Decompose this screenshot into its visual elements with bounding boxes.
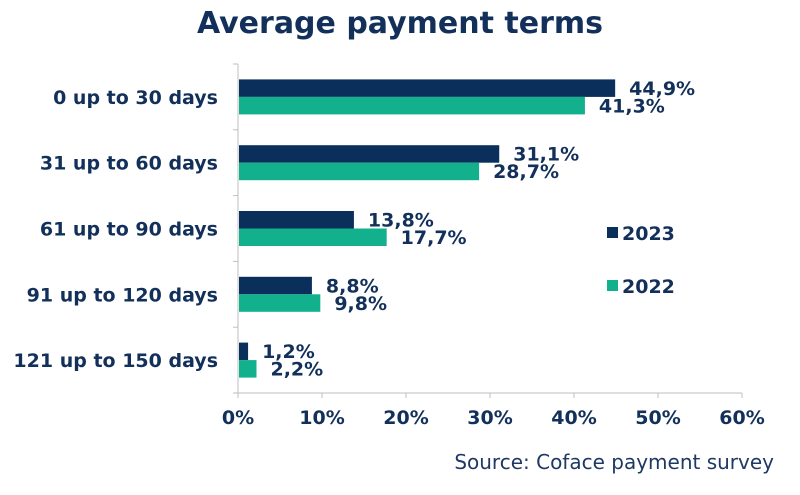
value-label-2023: 13,8% xyxy=(368,210,434,232)
bar-2023 xyxy=(239,145,500,163)
category-label: 91 up to 120 days xyxy=(27,284,218,306)
legend-swatch-2023 xyxy=(607,227,618,238)
value-label-2023: 1,2% xyxy=(262,341,315,363)
value-label-2023: 44,9% xyxy=(629,78,695,100)
bar-2022 xyxy=(239,294,321,312)
x-tick-label: 30% xyxy=(467,407,512,429)
bar-2023 xyxy=(239,276,312,295)
bar-2023 xyxy=(239,79,616,97)
legend-label-2023: 2023 xyxy=(622,223,675,245)
bar-2022 xyxy=(239,228,387,246)
category-label: 31 up to 60 days xyxy=(40,153,218,175)
value-label-2022: 17,7% xyxy=(401,227,467,249)
bar-2022 xyxy=(239,96,585,115)
category-label: 0 up to 30 days xyxy=(53,87,218,109)
x-tick-label: 40% xyxy=(551,407,596,429)
x-tick-label: 10% xyxy=(299,407,344,429)
bar-2022 xyxy=(239,360,257,378)
value-label-2023: 8,8% xyxy=(326,275,379,297)
x-tick-label: 20% xyxy=(383,407,428,429)
source-note: Source: Coface payment survey xyxy=(454,450,774,474)
bar-2023 xyxy=(239,342,249,361)
category-label: 61 up to 90 days xyxy=(40,219,218,241)
chart-title: Average payment terms xyxy=(196,6,604,41)
value-label-2022: 28,7% xyxy=(493,161,559,183)
legend-swatch-2022 xyxy=(607,280,618,291)
bar-2022 xyxy=(239,162,480,181)
value-label-2022: 2,2% xyxy=(270,359,323,381)
legend-label-2022: 2022 xyxy=(622,276,675,298)
value-label-2023: 31,1% xyxy=(513,144,579,166)
x-tick-label: 0% xyxy=(222,407,254,429)
x-tick-label: 60% xyxy=(719,407,764,429)
value-label-2022: 41,3% xyxy=(599,95,665,117)
value-label-2022: 9,8% xyxy=(334,293,387,315)
x-tick-label: 50% xyxy=(635,407,680,429)
category-label: 121 up to 150 days xyxy=(13,350,218,372)
bar-2023 xyxy=(239,211,354,229)
